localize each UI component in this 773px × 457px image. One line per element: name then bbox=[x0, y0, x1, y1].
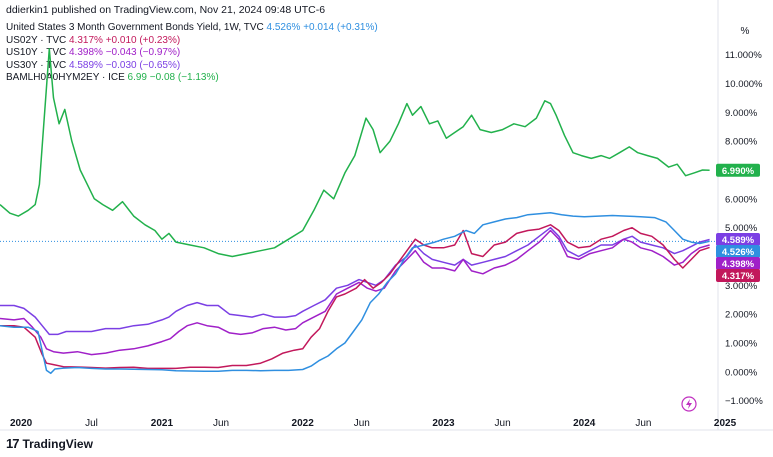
legend-change: −0.043 (−0.97%) bbox=[105, 47, 181, 59]
price-tag-label: 6.990% bbox=[722, 166, 755, 177]
x-tick-label: Jul bbox=[85, 418, 98, 429]
y-tick-label: 8.000% bbox=[725, 137, 758, 148]
legend-change: +0.014 (+0.31%) bbox=[303, 22, 378, 33]
legend-change: +0.010 (+0.23%) bbox=[105, 34, 181, 46]
legend-row-high-yield[interactable]: BAMLH0A0HYM2EY · ICE 6.99 −0.08 (−1.13%) bbox=[6, 72, 378, 85]
publisher-attribution: ddierkin1 published on TradingView.com, … bbox=[6, 4, 326, 16]
tradingview-brand: TradingView bbox=[22, 436, 93, 451]
snapshot-icon bbox=[681, 396, 697, 412]
y-tick-label: 9.000% bbox=[725, 108, 758, 119]
y-tick-label: 3.000% bbox=[725, 281, 758, 292]
legend-value: 6.99 bbox=[127, 72, 147, 84]
legend-row-us10y[interactable]: US10Y · TVC 4.398% −0.043 (−0.97%) bbox=[6, 47, 378, 60]
lightning-icon bbox=[686, 399, 692, 409]
series-line-bamlh0a0hym2ey bbox=[0, 48, 710, 258]
price-tag bbox=[716, 245, 760, 259]
x-tick-label: Jun bbox=[635, 418, 651, 429]
series-line-us02y bbox=[0, 224, 710, 370]
series-line-us03m bbox=[0, 211, 710, 375]
legend-name: United States 3 Month Government Bonds Y… bbox=[6, 22, 264, 33]
legend-row-us30y[interactable]: US30Y · TVC 4.589% −0.030 (−0.65%) bbox=[6, 60, 378, 73]
y-tick-label: 6.000% bbox=[725, 194, 758, 205]
price-tag bbox=[716, 269, 760, 283]
y-tick-label: 0.000% bbox=[725, 367, 758, 378]
legend-change: −0.08 (−1.13%) bbox=[149, 72, 219, 84]
y-tick-label: −1.000% bbox=[725, 396, 763, 407]
price-tag bbox=[716, 233, 760, 247]
price-tag-label: 4.526% bbox=[722, 247, 755, 258]
legend-name: US10Y · TVC bbox=[6, 47, 67, 59]
y-tick-label: 10.000% bbox=[725, 79, 763, 90]
legend-value: 4.317% bbox=[69, 34, 103, 46]
legend-name: US30Y · TVC bbox=[6, 59, 67, 71]
legend-value: 4.526% bbox=[266, 22, 301, 33]
price-tag-label: 4.398% bbox=[722, 259, 755, 270]
series-line-us10y bbox=[0, 229, 710, 356]
tradingview-footer[interactable]: 17 TradingView bbox=[6, 436, 93, 451]
y-unit-label: % bbox=[741, 26, 750, 37]
x-tick-label: 2020 bbox=[10, 418, 33, 429]
x-tick-label: 2024 bbox=[573, 418, 596, 429]
price-tag bbox=[716, 163, 760, 177]
tradingview-logo-icon: 17 bbox=[6, 436, 20, 451]
legend: United States 3 Month Government Bonds Y… bbox=[6, 22, 378, 85]
legend-value: 4.398% bbox=[69, 47, 103, 59]
x-tick-label: Jun bbox=[213, 418, 229, 429]
price-tag-label: 4.317% bbox=[722, 271, 755, 282]
x-tick-label: Jun bbox=[354, 418, 370, 429]
price-tag-label: 4.589% bbox=[722, 235, 755, 246]
y-tick-label: 5.000% bbox=[725, 223, 758, 234]
legend-change: −0.030 (−0.65%) bbox=[105, 59, 181, 71]
x-tick-label: 2023 bbox=[432, 418, 455, 429]
legend-row-us02y[interactable]: US02Y · TVC 4.317% +0.010 (+0.23%) bbox=[6, 35, 378, 48]
legend-name: US02Y · TVC bbox=[6, 34, 67, 46]
x-tick-label: 2021 bbox=[151, 418, 174, 429]
x-tick-label: 2025 bbox=[714, 418, 737, 429]
legend-name: BAMLH0A0HYM2EY · ICE bbox=[6, 72, 125, 84]
price-tag bbox=[716, 257, 760, 271]
y-tick-label: 11.000% bbox=[725, 50, 762, 61]
y-tick-label: 2.000% bbox=[725, 310, 758, 321]
legend-row-us03m[interactable]: United States 3 Month Government Bonds Y… bbox=[6, 22, 378, 35]
y-tick-label: 1.000% bbox=[725, 339, 758, 350]
x-tick-label: Jun bbox=[495, 418, 511, 429]
legend-value: 4.589% bbox=[69, 59, 103, 71]
x-tick-label: 2022 bbox=[292, 418, 315, 429]
series-line-us30y bbox=[0, 226, 710, 336]
